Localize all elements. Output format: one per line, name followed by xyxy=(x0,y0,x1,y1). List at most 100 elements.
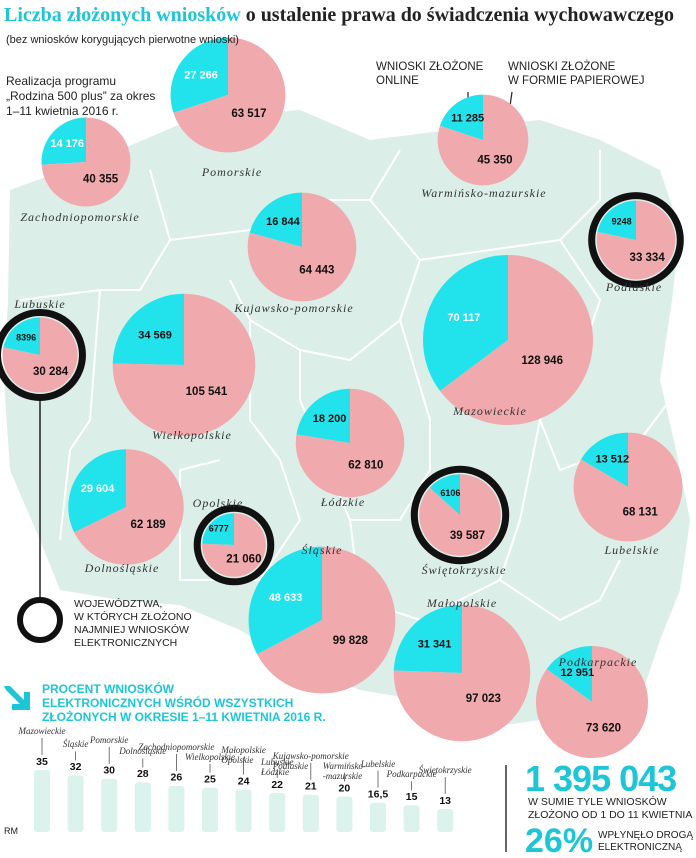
paper-value-label: 62 810 xyxy=(348,460,383,472)
highlight-ring xyxy=(0,309,86,401)
pie-slice-online xyxy=(597,200,636,240)
online-value-label: 12 951 xyxy=(560,667,594,679)
paper-value-label: 40 355 xyxy=(83,174,119,186)
bar-value-label: 30 xyxy=(103,765,115,777)
bar xyxy=(168,785,185,832)
bar-category-label: Pomorskie xyxy=(89,734,129,745)
online-value-label: 48 633 xyxy=(269,592,303,604)
online-value-label: 34 569 xyxy=(138,329,172,341)
region-name: Małopolskie xyxy=(426,596,498,610)
bar-value-label: 16,5 xyxy=(368,789,389,801)
pie-slice-paper xyxy=(295,388,405,498)
pie-slice-paper xyxy=(393,604,531,742)
paper-value-label: 97 023 xyxy=(466,693,501,705)
bar xyxy=(235,789,252,832)
highlight-ring xyxy=(193,504,275,586)
region-name: Podlaskie xyxy=(605,280,663,294)
region-name: Łódzkie xyxy=(320,495,366,509)
paper-value-label: 64 443 xyxy=(299,264,334,276)
bar xyxy=(370,802,386,832)
bar-value-label: 28 xyxy=(137,768,149,780)
pie-slice-paper xyxy=(173,37,286,153)
bar-value-label: 22 xyxy=(271,779,283,791)
bar xyxy=(269,793,286,832)
title: Liczba złożonych wniosków o ustalenie pr… xyxy=(4,4,674,27)
subtitle: (bez wniosków korygujących pierwotne wni… xyxy=(6,34,239,46)
bar xyxy=(336,796,353,832)
legend-paper: WNIOSKI ZŁOŻONE W FORMIE PAPIEROWEJ xyxy=(508,61,645,87)
pie-slice-online xyxy=(202,513,234,545)
region-name: Lubelskie xyxy=(604,543,660,557)
paper-value-label: 62 189 xyxy=(130,519,165,531)
bar-chart-title: PROCENT WNIOSKÓW ELEKTRONICZNYCH WŚRÓD W… xyxy=(42,682,326,724)
pie-slice-paper xyxy=(247,192,357,302)
pie-slice-paper xyxy=(439,255,593,425)
pie-slice-paper xyxy=(41,117,131,207)
region-name: Opolskie xyxy=(192,496,244,510)
bar-category-label: Śląskie xyxy=(62,739,89,750)
region-name: Kujawsko-pomorskie xyxy=(234,301,354,315)
pie-slice-online xyxy=(393,604,462,673)
paper-value-label: 21 060 xyxy=(226,553,261,565)
pie-slice-paper xyxy=(437,94,529,186)
pie-slice-paper xyxy=(74,449,184,565)
legend-pointer xyxy=(509,91,513,107)
total-value: 1 395 043 xyxy=(525,758,677,799)
bar-value-label: 32 xyxy=(70,761,82,773)
online-value-label: 8396 xyxy=(16,332,36,342)
region-name: Mazowieckie xyxy=(453,404,527,418)
bar xyxy=(67,775,84,832)
region-name: Zachodniopomorskie xyxy=(20,210,140,224)
bar-category-label: Kujawsko-pomorskie Podlaskie xyxy=(272,750,349,771)
bar-category-label: Zachodniopomorskie xyxy=(138,741,215,752)
pie-slice-paper xyxy=(535,645,649,759)
pie-slice-paper xyxy=(596,200,676,280)
bar-category-label: Podkarpackie xyxy=(386,769,437,780)
pie-slice-online xyxy=(429,474,460,515)
bar-value-label: 24 xyxy=(238,775,250,787)
highlight-legend-ring xyxy=(17,597,63,643)
online-value-label: 14 176 xyxy=(50,138,84,150)
bar-category-label: Warmińsko- -mazurskie xyxy=(322,760,366,781)
paper-value-label: 63 517 xyxy=(231,108,266,120)
paper-value-label: 128 946 xyxy=(521,355,563,367)
region-name: Pomorskie xyxy=(201,165,263,179)
pie-slice-online xyxy=(170,37,228,113)
paper-value-label: 99 828 xyxy=(333,635,369,647)
online-value-label: 6777 xyxy=(209,524,229,534)
bar xyxy=(101,778,118,832)
online-value-label: 9248 xyxy=(612,217,632,227)
pie-slice-paper xyxy=(419,474,501,556)
note: Realizacja programu „Rodzina 500 plus” z… xyxy=(6,74,156,118)
bar-value-label: 25 xyxy=(204,773,216,785)
bar xyxy=(437,808,454,832)
title-rest: o ustalenie prawa do świadczenia wychowa… xyxy=(245,4,674,26)
bar-value-label: 15 xyxy=(406,791,418,803)
bar-category-label: Lubuskie Łódzkie xyxy=(260,757,294,778)
bar xyxy=(134,782,151,832)
arrow-icon xyxy=(4,686,30,710)
region-name: Dolnośląskie xyxy=(84,561,160,575)
bar xyxy=(202,787,218,832)
share-value: 26% xyxy=(525,822,594,858)
pie-slice-paper xyxy=(202,513,266,577)
bar-category-label: Dolnośląskie xyxy=(119,746,167,757)
region-name: Podkarpackie xyxy=(558,655,638,669)
bar-value-label: 35 xyxy=(36,756,48,768)
paper-value-label: 33 334 xyxy=(630,252,666,264)
paper-value-label: 68 131 xyxy=(623,506,659,518)
pie-slice-paper xyxy=(257,546,396,694)
pie-slice-online xyxy=(3,317,41,355)
online-value-label: 16 844 xyxy=(266,216,301,228)
pie-slice-online xyxy=(581,432,628,487)
paper-value-label: 30 284 xyxy=(33,366,69,378)
bar xyxy=(403,805,420,832)
online-value-label: 18 200 xyxy=(313,413,347,425)
title-highlight: Liczba złożonych wniosków xyxy=(4,4,241,26)
online-value-label: 29 604 xyxy=(81,483,116,495)
online-value-label: 70 117 xyxy=(447,312,480,324)
share-caption: WPŁYNĘŁO DROGĄ ELEKTRONICZNĄ xyxy=(598,830,694,853)
bar-value-label: 21 xyxy=(305,781,317,793)
pie-slice-online xyxy=(68,449,126,533)
